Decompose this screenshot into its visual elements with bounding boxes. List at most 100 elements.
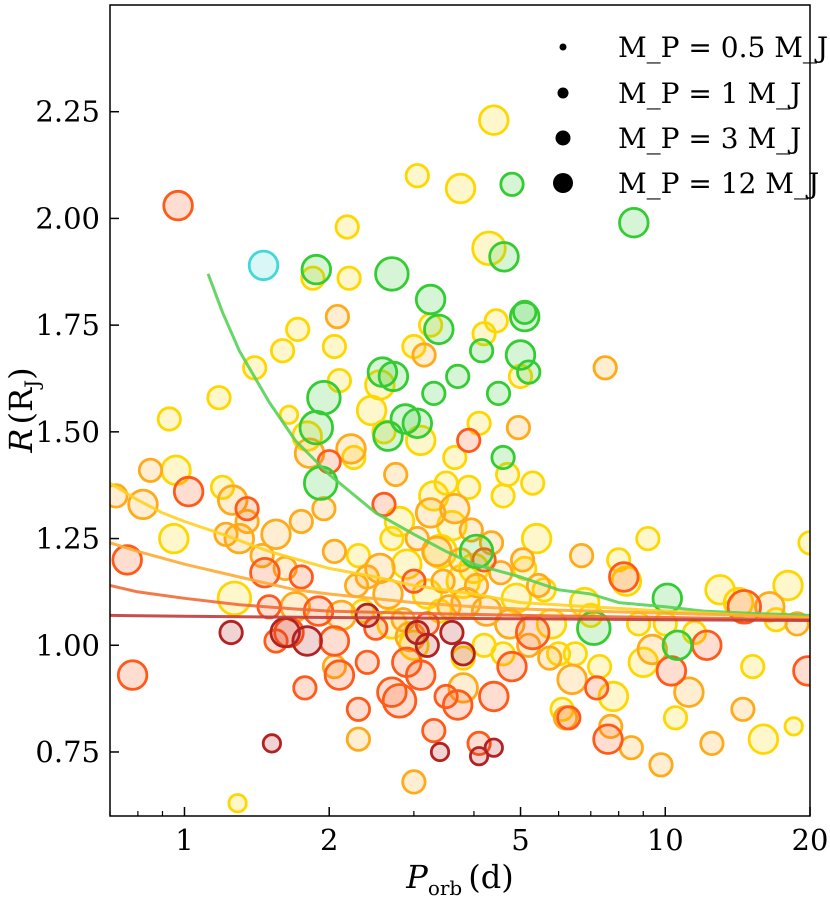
model-curve [110,541,810,619]
x-tick-label: 2 [320,823,338,857]
legend-label: M_P = 0.5 M_J [618,31,828,64]
data-point [597,680,630,713]
data-point [162,189,194,222]
data-point [372,578,404,610]
data-point [499,171,525,197]
data-point [421,717,447,744]
data-point [354,649,380,675]
data-point [490,444,516,471]
data-point [218,619,244,646]
data-point [592,355,618,381]
y-tick-label: 1.25 [35,522,100,556]
data-point [661,629,694,662]
data-point [278,404,300,425]
data-point [401,769,427,795]
data-point [444,172,477,205]
data-point [468,338,495,364]
data-point [401,407,434,440]
data-point [740,653,766,680]
data-point [515,614,551,651]
y-tick-label: 0.75 [35,735,100,769]
data-point [471,230,507,266]
data-point [445,363,471,389]
data-point [456,474,482,500]
data-point [414,497,447,529]
data-point [247,249,280,282]
data-point [285,316,311,342]
data-point [216,580,253,616]
y-axis-title: R(RJ) [2,367,44,453]
data-point [662,705,689,731]
data-point [292,675,318,701]
data-point [414,632,440,658]
data-point [608,561,640,593]
data-point [730,696,756,722]
data-point [505,414,532,441]
data-point [172,475,205,508]
x-axis-title: Porb (d) [405,858,513,900]
y-tick-label: 1.50 [35,415,100,449]
data-point [318,625,351,657]
model-curves [110,273,810,622]
data-point [288,564,314,590]
data-point [747,723,780,755]
legend-label: M_P = 12 M_J [618,167,819,200]
data-point [323,659,356,691]
data-point [374,256,410,292]
model-curve [206,273,810,617]
data-point [430,568,456,594]
model-curve [110,481,810,619]
legend-marker [559,43,567,51]
data-point [490,483,516,509]
plot-frame [109,4,811,817]
data-point [792,655,810,687]
data-point [772,569,804,602]
data-point [468,746,490,767]
data-point [606,547,632,573]
data-point [520,470,546,496]
data-point [116,659,149,691]
data-point [288,508,314,535]
data-point [463,572,490,599]
data-point [512,299,538,325]
legend-label: M_P = 1 M_J [618,77,801,110]
data-point [421,380,447,406]
data-point [568,542,595,569]
data-point [334,214,360,240]
data-point [300,253,333,286]
data-point [516,632,542,658]
data-point [335,433,367,465]
data-point [556,663,588,696]
data-point [458,533,495,570]
data-point [298,409,334,446]
data-point [321,333,347,360]
data-point [537,645,563,671]
data-point [586,653,613,680]
data-point [324,303,350,330]
data-point [401,568,427,594]
data-point [478,680,510,713]
data-points [110,104,810,814]
data-point [618,206,650,239]
data-point [111,544,143,576]
data-point [234,508,260,535]
data-point [377,360,410,393]
data-point [345,542,371,569]
data-point [156,406,182,432]
data-point [405,659,437,691]
data-point [520,522,553,555]
data-point [655,655,688,687]
data-point [496,650,528,683]
data-point [673,676,705,708]
data-point [404,163,430,189]
data-point [648,752,674,778]
legend-marker [553,173,573,193]
legend-label: M_P = 3 M_J [618,122,801,155]
data-point [423,313,455,346]
data-point [336,265,362,291]
data-point [306,380,342,416]
data-point [691,629,723,662]
model-curve [110,613,810,622]
data-point [699,730,725,757]
data-point [414,283,447,316]
